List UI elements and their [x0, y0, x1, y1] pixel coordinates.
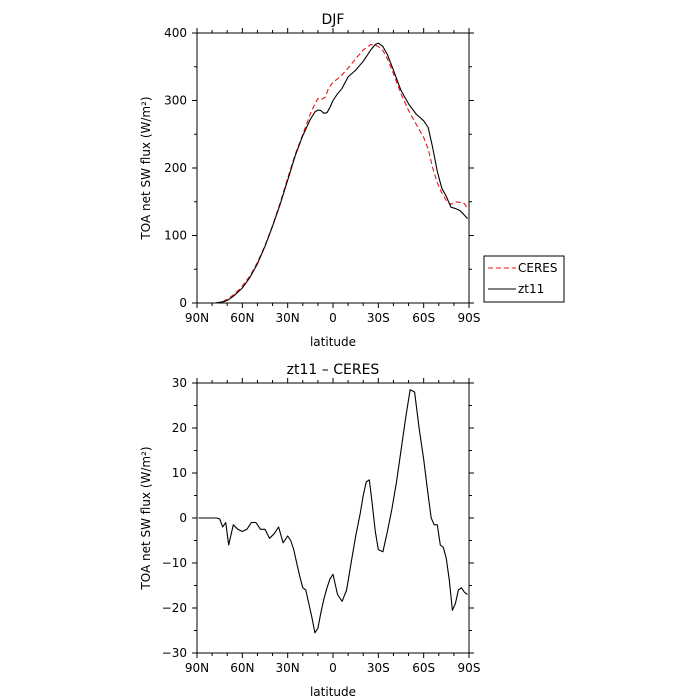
chart-0-legend-box — [483, 255, 565, 303]
chart-1-x-tick-label: 0 — [329, 661, 337, 675]
chart-0-title: DJF — [322, 12, 345, 28]
chart-1-x-tick-label: 90N — [185, 661, 209, 675]
chart-0-x-tick-label: 30S — [367, 311, 390, 325]
chart-1-y-tick-label: −30 — [162, 646, 187, 660]
chart-0-x-tick-label: 0 — [329, 311, 337, 325]
chart-0-frame — [196, 32, 470, 304]
chart-1-y-tick-label: 0 — [179, 511, 187, 525]
chart-0-y-tick-label: 0 — [179, 296, 187, 310]
chart-0-x-tick-label: 30N — [276, 311, 300, 325]
chart-1-x-tick-label: 90S — [458, 661, 481, 675]
chart-1-x-tick-label: 60N — [230, 661, 254, 675]
chart-1-y-tick-label: −10 — [162, 556, 187, 570]
panel-top: DJF 90N 60N 30N 0 30S 60S 90S 0 100 200 300 400 latit… — [139, 12, 565, 349]
chart-1-frame — [196, 382, 470, 654]
chart-0-y-tick-label: 300 — [164, 94, 187, 108]
chart-0-x-tick-label: 60S — [412, 311, 435, 325]
chart-1-x-tick-label: 30N — [276, 661, 300, 675]
chart-1-y-tick-label: −20 — [162, 601, 187, 615]
chart-1-xlabel: latitude — [310, 685, 356, 699]
chart-1-y-tick-label: 10 — [172, 466, 187, 480]
chart-0-ylabel: TOA net SW flux (W/m²) — [139, 96, 153, 240]
chart-0-x-tick-label: 90N — [185, 311, 209, 325]
chart-0-y-tick-label: 400 — [164, 26, 187, 40]
chart-1-x-tick-label: 30S — [367, 661, 390, 675]
chart-0-series-zt11-line — [215, 42, 468, 304]
chart-1-x-tick-label: 60S — [412, 661, 435, 675]
chart-1-y-tick-label: 30 — [172, 376, 187, 390]
chart-0-series-ceres-line — [215, 43, 468, 304]
chart-0-y-tick-label: 200 — [164, 161, 187, 175]
chart-0-legend-label-ceres: CERES — [518, 261, 558, 275]
chart-0-legend-label-zt11: zt11 — [518, 282, 544, 296]
chart-0-x-tick-label: 60N — [230, 311, 254, 325]
chart-0-xlabel: latitude — [310, 335, 356, 349]
chart-1-y-tick-label: 20 — [172, 421, 187, 435]
chart-1-title: zt11 – CERES — [287, 362, 380, 378]
chart-0-x-tick-label: 90S — [458, 311, 481, 325]
chart-1-ylabel: TOA net SW flux (W/m²) — [139, 446, 153, 590]
panel-bottom: zt11 – CERES 90N 60N 30N 0 30S 60S 90S −30 −20 −10… — [139, 362, 480, 699]
chart-0-y-tick-label: 100 — [164, 229, 187, 243]
chart-1-series-diff-line — [198, 389, 468, 634]
